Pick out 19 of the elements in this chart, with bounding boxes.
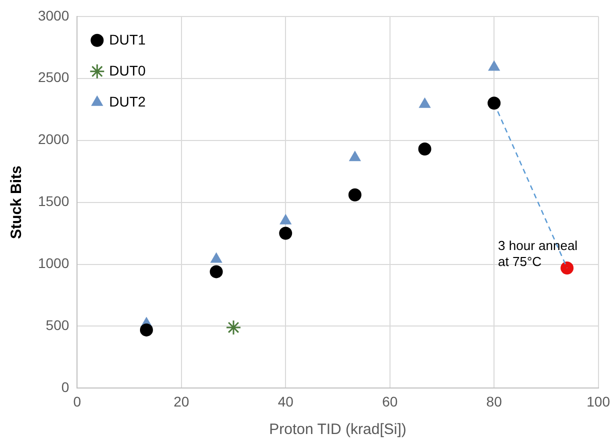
x-tick-label: 100 — [586, 393, 610, 410]
y-tick-label: 3000 — [38, 7, 70, 24]
x-tick-label: 80 — [486, 393, 502, 410]
x-tick-label: 0 — [73, 393, 82, 410]
legend-label: DUT0 — [109, 62, 146, 78]
y-tick-label: 1500 — [38, 193, 70, 210]
y-tick-label: 2500 — [38, 69, 70, 86]
legend-label: DUT2 — [109, 93, 146, 110]
y-tick-label: 1000 — [38, 255, 70, 272]
x-tick-label: 60 — [382, 393, 398, 410]
annotation: 3 hour anneal at 75°C — [498, 238, 578, 269]
legend-label: DUT1 — [109, 31, 146, 48]
y-tick-label: 500 — [46, 317, 70, 334]
x-tick-label: 20 — [174, 393, 190, 410]
x-axis-title: Proton TID (krad[Si]) — [269, 421, 406, 438]
x-tick-label: 40 — [278, 393, 294, 410]
y-axis-title: Stuck Bits — [8, 166, 26, 239]
y-tick-label: 0 — [61, 379, 70, 396]
y-tick-label: 2000 — [38, 131, 70, 148]
